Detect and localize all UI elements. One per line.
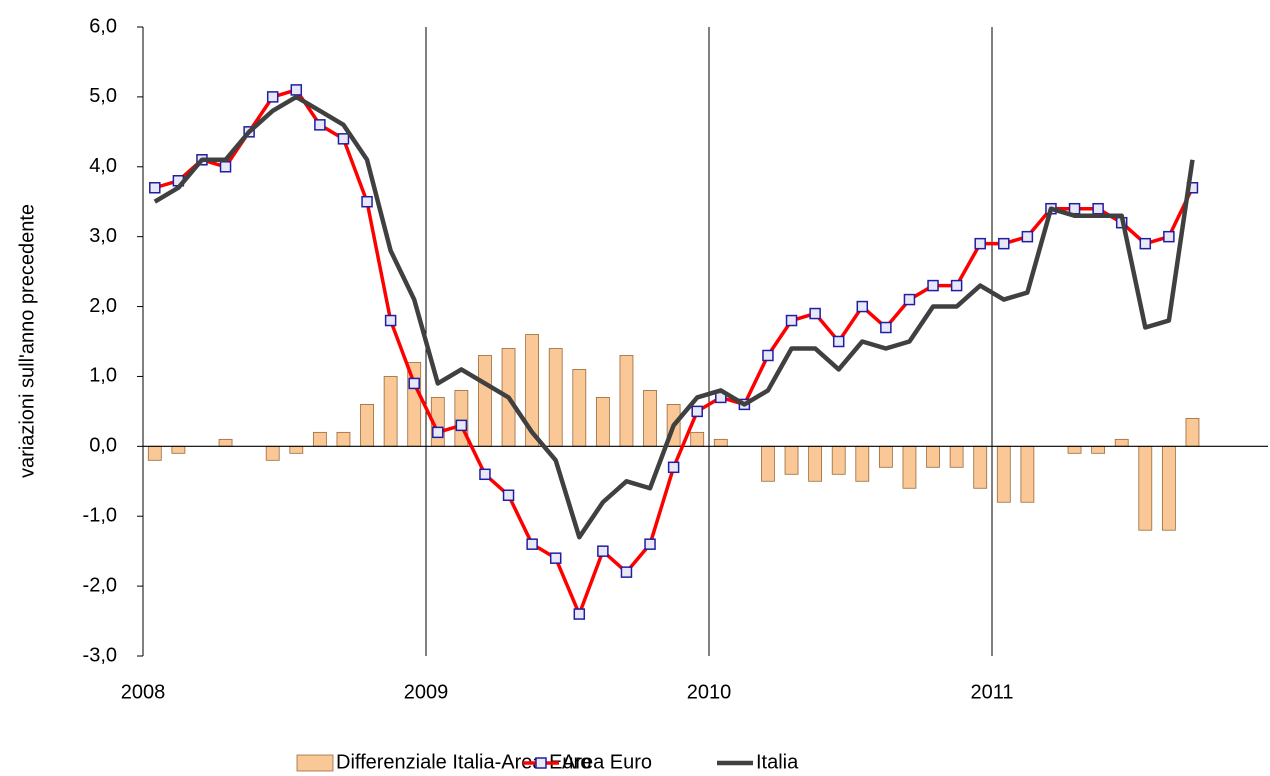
- bar: [595, 397, 610, 447]
- marker: [950, 279, 963, 292]
- legend-marker: [535, 757, 547, 769]
- bar: [147, 445, 162, 461]
- bar: [1091, 445, 1106, 454]
- y-tick-label: 4,0: [89, 155, 117, 177]
- marker: [314, 119, 326, 131]
- bar: [619, 355, 634, 447]
- bar: [171, 445, 186, 454]
- marker: [597, 545, 609, 557]
- marker: [408, 377, 420, 390]
- bar: [1161, 445, 1176, 531]
- bar: [360, 403, 374, 447]
- marker: [1092, 202, 1104, 215]
- marker: [526, 538, 538, 550]
- bar: [1067, 445, 1082, 454]
- x-tick-label: 2011: [970, 681, 1013, 703]
- marker: [219, 161, 232, 173]
- x-tick-label: 2008: [121, 681, 166, 703]
- marker: [927, 279, 939, 292]
- bar: [265, 445, 280, 461]
- x-tick-label: 2010: [687, 681, 732, 703]
- bar: [784, 445, 799, 475]
- marker: [880, 321, 892, 334]
- line: [153, 94, 1195, 540]
- marker: [785, 314, 798, 327]
- y-tick-label: -3,0: [83, 644, 117, 666]
- y-axis-label: variazioni sull'anno precedente: [16, 204, 38, 478]
- marker: [856, 300, 869, 313]
- marker: [832, 335, 845, 348]
- bar: [218, 438, 233, 447]
- y-tick-label: 6,0: [89, 15, 117, 37]
- bar: [289, 445, 304, 454]
- marker: [620, 566, 633, 578]
- bar: [761, 445, 775, 482]
- bar: [855, 445, 870, 482]
- bar: [902, 445, 917, 489]
- bar: [383, 376, 398, 447]
- marker: [667, 461, 680, 474]
- marker: [149, 181, 161, 194]
- bar: [949, 445, 964, 468]
- bar: [831, 445, 846, 475]
- y-tick-label: 1,0: [89, 365, 117, 387]
- marker: [455, 419, 468, 432]
- bar: [572, 369, 587, 447]
- marker: [266, 91, 279, 103]
- y-tick-label: 3,0: [89, 225, 117, 247]
- marker: [903, 293, 916, 306]
- bar: [926, 445, 940, 468]
- bar: [1114, 438, 1129, 447]
- marker: [384, 314, 397, 327]
- y-tick-label: -1,0: [83, 505, 117, 527]
- bar: [1138, 445, 1153, 531]
- marker: [573, 608, 586, 620]
- marker: [644, 538, 656, 550]
- legend-label: Italia: [756, 751, 799, 773]
- marker: [432, 426, 444, 439]
- marker: [549, 552, 562, 564]
- marker: [290, 84, 303, 96]
- marker: [1021, 230, 1034, 243]
- marker: [502, 489, 515, 502]
- bar: [548, 348, 563, 447]
- marker: [1068, 202, 1081, 215]
- marker: [1139, 237, 1152, 250]
- marker: [998, 237, 1010, 250]
- bar: [478, 355, 492, 447]
- marker: [691, 405, 703, 418]
- bar: [1020, 445, 1035, 503]
- y-tick-label: -2,0: [83, 574, 117, 596]
- marker: [762, 349, 774, 362]
- marker: [1163, 230, 1175, 243]
- y-tick-label: 5,0: [89, 85, 117, 107]
- bar: [996, 445, 1011, 503]
- bar: [808, 445, 823, 482]
- legend-label: Area Euro: [562, 751, 652, 773]
- bar: [713, 438, 728, 447]
- bar: [1185, 417, 1200, 447]
- y-tick-label: 2,0: [89, 295, 117, 317]
- bar: [690, 431, 705, 447]
- marker: [974, 237, 986, 250]
- legend-swatch: [296, 754, 334, 772]
- bar: [973, 445, 988, 489]
- bar: [643, 390, 657, 447]
- bar: [336, 431, 351, 447]
- x-tick-label: 2009: [404, 681, 449, 703]
- bar: [312, 431, 327, 447]
- marker: [361, 195, 373, 208]
- y-tick-label: 0,0: [89, 435, 117, 457]
- marker: [337, 133, 350, 145]
- bar: [878, 445, 893, 468]
- legend-label: Differenziale Italia-Area Euro: [336, 751, 591, 773]
- marker: [479, 468, 491, 481]
- marker: [809, 307, 821, 320]
- line: [154, 88, 1195, 616]
